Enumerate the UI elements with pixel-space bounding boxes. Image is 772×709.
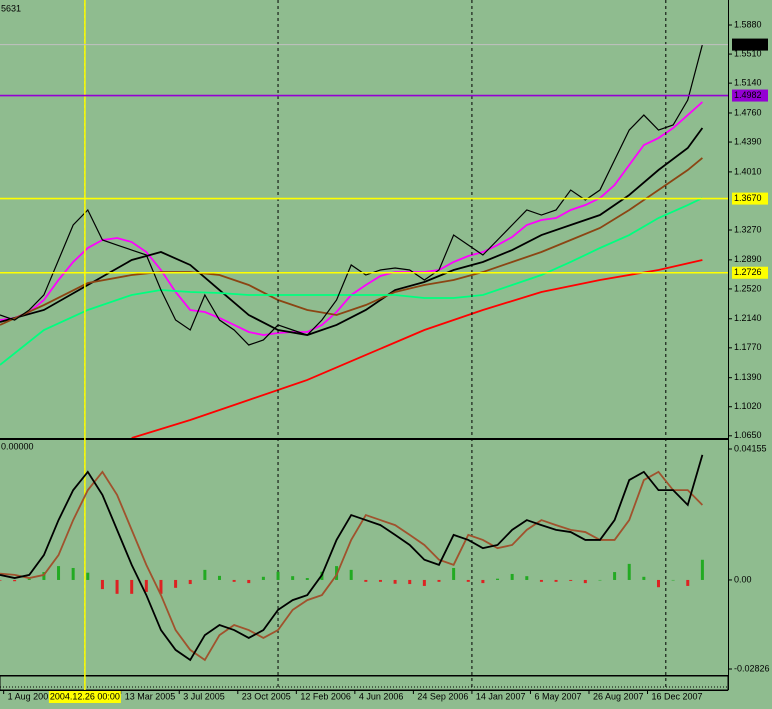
histogram-bar [0,579,2,581]
histogram-bar [349,569,353,580]
histogram-bar [188,579,192,585]
y-tick-label: 1.2520 [734,283,762,293]
x-tick-label: 14 Jan 2007 [476,691,526,701]
histogram-bar [86,572,90,580]
histogram-bar [598,579,602,581]
series-line [0,454,704,662]
histogram-bar [437,579,441,582]
histogram-bar [27,578,31,580]
histogram-bar [159,579,163,594]
histogram-bar [232,579,236,582]
price-level-box [732,38,768,51]
histogram-bar [305,578,309,580]
histogram-bar [656,579,660,588]
histogram-bar [276,571,280,580]
y-tick-label: 1.3270 [734,224,762,234]
x-tick-label: 24 Sep 2006 [417,691,468,701]
histogram-bar [539,579,543,582]
x-tick-label: 26 Aug 2007 [593,691,644,701]
histogram-bar [627,563,631,580]
price-level-label: 1.5631 [734,39,762,49]
histogram-bar [261,576,265,580]
x-tick-label: 4 Jun 2006 [359,691,404,701]
y-tick-label: 1.4760 [734,107,762,117]
panel [0,454,704,662]
y-tick-label: 1.5510 [734,48,762,58]
y-tick-label: 1.5140 [734,78,762,88]
y-tick-label: 1.2140 [734,313,762,323]
y-tick-label: 1.5880 [734,19,762,29]
price-level-box [732,266,768,279]
histogram-bar [554,579,558,582]
histogram-bar [364,579,368,582]
y-tick-label: 0.04155 [734,443,767,453]
x-tick-label: 16 Dec 2007 [652,691,703,701]
histogram-bar [291,576,295,580]
histogram-bar [496,578,500,580]
price-level-box [732,192,768,205]
y-tick-label: 1.4390 [734,136,762,146]
x-tick-label: 23 Oct 2005 [242,691,291,701]
crosshair-label-box [48,691,121,703]
corner-label: 0.00000 [1,441,34,451]
histogram-bar [217,575,221,580]
histogram-bar [174,579,178,588]
histogram-bar [671,579,675,581]
histogram-bar [378,579,382,582]
panel [0,44,704,438]
histogram-bar [71,567,75,580]
histogram-bar [700,559,704,580]
histogram-bar [642,576,646,580]
histogram-bar [452,567,456,580]
x-tick-label: 1 Aug 200 [8,691,49,701]
histogram-bar [583,579,587,584]
histogram-bar [422,579,426,586]
x-tick-label: 3 Jul 2005 [183,691,225,701]
series-line [0,470,704,662]
crosshair-label: 2004.12.26 00:00 [50,691,120,701]
histogram-bar [481,579,485,584]
y-tick-label: 0.00 [734,574,752,584]
histogram-bar [393,579,397,584]
price-level-label: 1.3670 [734,193,762,203]
series-line [0,44,703,346]
histogram-bar [569,579,573,581]
histogram-bar [42,572,46,580]
series-line [131,259,703,438]
series-line [0,127,704,336]
histogram-bar [203,569,207,580]
histogram-bar [144,579,148,592]
histogram-bar [115,579,119,594]
corner-label: 5631 [1,3,21,13]
y-tick-label: 1.2890 [734,254,762,264]
price-level-label: 1.2726 [734,267,762,277]
y-tick-label: 1.0650 [734,430,762,440]
histogram-bar [525,576,529,580]
price-level-label: 1.4982 [734,90,762,100]
y-tick-label: -0.02826 [734,663,770,673]
indicator-strip [0,675,729,691]
histogram-bar [510,573,514,580]
histogram-bar [247,579,251,584]
x-tick-label: 6 May 2007 [534,691,581,701]
y-tick-label: 1.1390 [734,372,762,382]
histogram-bar [57,566,61,580]
series-line [0,197,703,366]
histogram-bar [13,579,17,582]
x-tick-label: 12 Feb 2006 [300,691,351,701]
y-tick-label: 1.1020 [734,401,762,411]
histogram-bar [613,572,617,580]
histogram-bar [130,579,134,594]
y-tick-label: 1.4010 [734,166,762,176]
histogram-bar [686,579,690,586]
y-tick-label: 1.1770 [734,342,762,352]
histogram-bar [100,579,104,590]
x-tick-label: 13 Mar 2005 [125,691,176,701]
price-level-box [732,89,768,102]
histogram-bar [408,579,412,585]
histogram-bar [466,579,470,582]
